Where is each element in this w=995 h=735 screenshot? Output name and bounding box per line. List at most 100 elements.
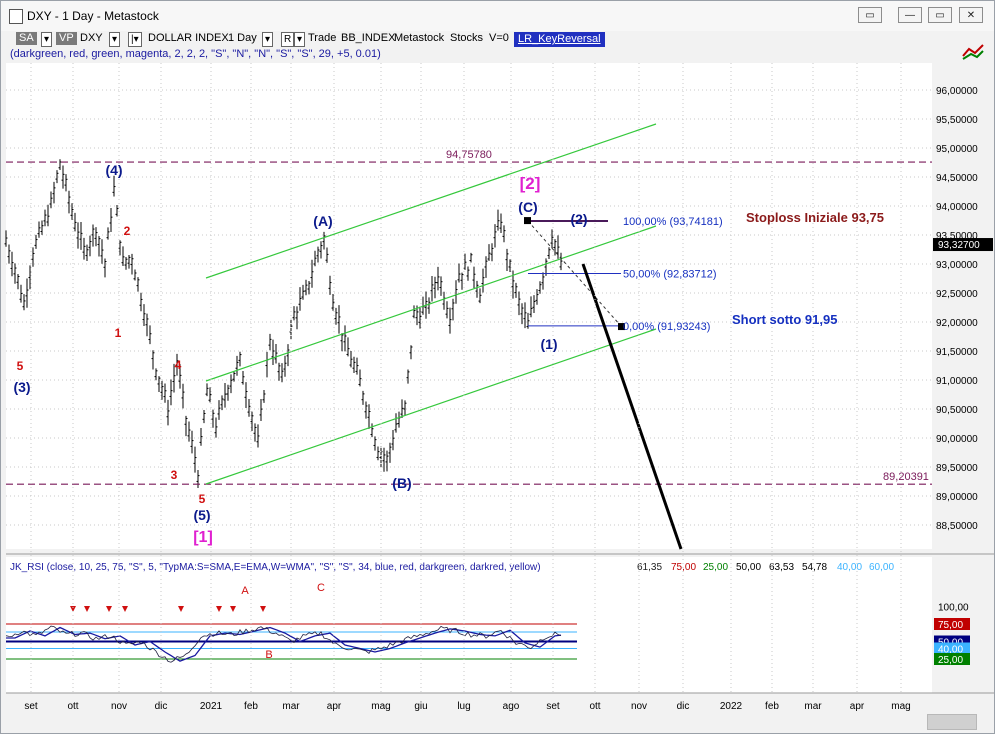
title-bar: DXY - 1 Day - Metastock ▭ — ▭ ✕ (1, 1, 994, 31)
x-tick-label: dic (155, 701, 168, 712)
axes-layer: set ott nov dic 2021 feb mar apr mag giu lug ago set… (24, 63, 993, 712)
x-tick-label: nov (631, 701, 647, 712)
y-tick-label: 93,50000 (936, 231, 978, 242)
rsi-value: 50,00 (736, 562, 761, 573)
rsi-axis-label: 25,00 (938, 655, 963, 666)
rsi-signal-arrow (260, 606, 266, 612)
security-list-button[interactable]: |▾ (128, 32, 142, 47)
rsi-letter: C (317, 582, 325, 594)
x-tick-label: 2022 (720, 701, 743, 712)
wave-label: (3) (13, 379, 30, 395)
fib-label: 100,00% (93,74181) (623, 216, 723, 228)
wave-label: 5 (199, 492, 206, 506)
rsi-axis-box (934, 653, 970, 665)
rsi-value: 75,00 (671, 562, 696, 573)
level-label: 94,75780 (446, 149, 492, 161)
x-tick-label: set (546, 701, 560, 712)
x-tick-label: mag (371, 701, 390, 712)
rsi-line (5, 625, 562, 663)
rsi-signal-arrow (84, 606, 90, 612)
symbol-dropdown[interactable]: ▾ (109, 32, 121, 47)
fib-label: 0,00% (91,93243) (623, 321, 710, 333)
close-button[interactable]: ✕ (959, 7, 983, 23)
y-tick-label: 90,50000 (936, 405, 978, 416)
y-tick-label: 96,00000 (936, 86, 978, 97)
rsi-axis-box (934, 618, 970, 630)
horizontal-scrollbar[interactable] (927, 714, 977, 730)
last-price-box (933, 238, 993, 252)
price-panel (6, 63, 932, 549)
x-tick-label: mar (804, 701, 822, 712)
maximize-button[interactable]: ▭ (928, 7, 952, 23)
sa-dropdown[interactable]: ▾ (41, 32, 53, 47)
x-tick-label: dic (677, 701, 690, 712)
x-tick-label: lug (457, 701, 470, 712)
restore-layout-button[interactable]: ▭ (858, 7, 882, 23)
x-tick-label: feb (244, 701, 258, 712)
fib-label: 50,00% (92,83712) (623, 268, 717, 280)
wave-label: 4 (175, 358, 182, 372)
rsi-letter: B (265, 649, 272, 661)
period-dropdown[interactable]: ▾ (262, 32, 274, 47)
rsi-value: 54,78 (802, 562, 827, 573)
wave-label: 3 (171, 468, 178, 482)
x-tick-label: set (24, 701, 38, 712)
x-tick-label: feb (765, 701, 779, 712)
rsi-axis-box (934, 642, 970, 655)
fib-diagonal (527, 220, 622, 327)
rsi-signal-arrow (106, 606, 112, 612)
rsi-signal-arrow (178, 606, 184, 612)
projection-line (581, 263, 683, 550)
y-tick-label: 90,00000 (936, 434, 978, 445)
rsi-signal-arrow (216, 606, 222, 612)
r-button[interactable]: R (281, 32, 295, 47)
fib-anchor-low (618, 323, 625, 331)
channel-line (205, 328, 657, 485)
x-tick-label: ott (67, 701, 78, 712)
x-tick-label: apr (850, 701, 865, 712)
rsi-signal-arrow (70, 606, 76, 612)
drawing-tools-icon[interactable] (962, 44, 984, 60)
rsi-value: 60,00 (869, 562, 894, 573)
y-tick-label: 88,50000 (936, 521, 978, 532)
rsi-layer: JK_RSI (close, 10, 25, 75, "S", 5, "TypM… (5, 562, 970, 666)
exchange-label: BB_INDEX (341, 32, 396, 44)
window-title: DXY - 1 Day - Metastock (27, 9, 159, 23)
security-name: DOLLAR INDEX (148, 32, 229, 44)
rsi-axis-label: 40,00 (938, 645, 963, 656)
x-tick-label: 2021 (200, 701, 223, 712)
channel-line (205, 225, 657, 382)
volume-label: V=0 (489, 32, 509, 44)
wave-label: 2 (124, 224, 131, 238)
trade-label: Trade (308, 32, 337, 44)
period-label[interactable]: 1 Day (228, 32, 257, 44)
wave-label: (C) (518, 199, 537, 215)
price-layer (4, 89, 932, 550)
x-tick-label: apr (327, 701, 342, 712)
indicator-label[interactable]: LR_KeyReversal (514, 32, 605, 47)
rsi-signal-arrow (230, 606, 236, 612)
y-tick-label: 95,50000 (936, 115, 978, 126)
rsi-value: 63,53 (769, 562, 794, 573)
x-tick-label: mag (891, 701, 910, 712)
x-tick-label: mar (282, 701, 300, 712)
r-dropdown[interactable]: ▾ (294, 32, 306, 47)
y-tick-label: 91,00000 (936, 376, 978, 387)
rsi-signal-arrow (122, 606, 128, 612)
y-tick-label: 95,00000 (936, 144, 978, 155)
wave-label: 1 (115, 326, 122, 340)
rsi-value: 61,35 (637, 562, 662, 573)
stoploss-annotation: Stoploss Iniziale 93,75 (746, 210, 884, 225)
stocks-label: Stocks (450, 32, 484, 44)
sa-button[interactable]: SA (16, 32, 37, 45)
rsi-panel (6, 557, 932, 693)
rsi-axis-label: 75,00 (938, 620, 963, 631)
level-label: 89,20391 (883, 471, 929, 483)
x-tick-label: ott (589, 701, 600, 712)
vp-button[interactable]: VP (56, 32, 77, 45)
symbol-label[interactable]: DXY (80, 32, 103, 44)
indicator-parameters: (darkgreen, red, green, magenta, 2, 2, 2… (10, 48, 381, 60)
rsi-header: JK_RSI (close, 10, 25, 75, "S", 5, "TypM… (10, 562, 541, 573)
minimize-button[interactable]: — (898, 7, 922, 23)
chart-toolbar: SA ▾ VP DXY ▾ |▾ DOLLAR INDEX 1 Day ▾ R … (6, 31, 606, 47)
